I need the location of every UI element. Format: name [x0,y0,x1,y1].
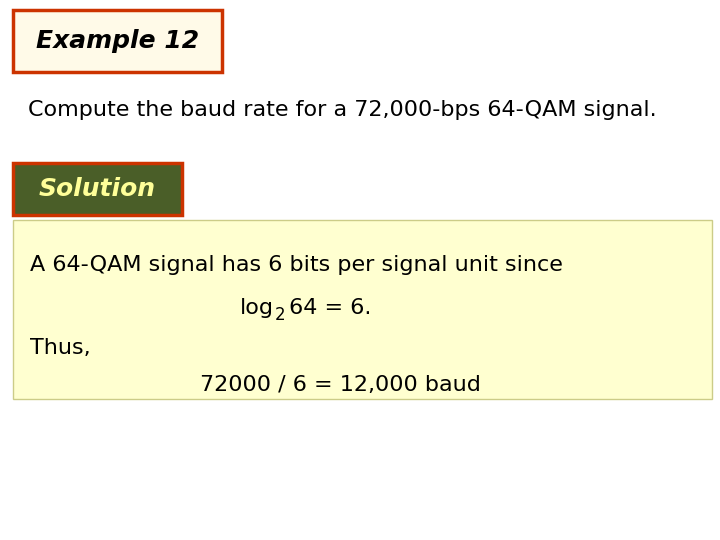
Text: log: log [240,298,274,318]
Text: Example 12: Example 12 [36,29,199,53]
Text: 72000 / 6 = 12,000 baud: 72000 / 6 = 12,000 baud [200,375,481,395]
Text: Thus,: Thus, [30,338,91,358]
Text: Solution: Solution [39,177,156,201]
Text: 2: 2 [275,306,286,324]
FancyBboxPatch shape [13,220,712,399]
Text: A 64-QAM signal has 6 bits per signal unit since: A 64-QAM signal has 6 bits per signal un… [30,255,563,275]
Text: 64 = 6.: 64 = 6. [282,298,372,318]
Text: Compute the baud rate for a 72,000-bps 64-QAM signal.: Compute the baud rate for a 72,000-bps 6… [28,100,657,120]
FancyBboxPatch shape [13,163,182,215]
FancyBboxPatch shape [13,10,222,72]
